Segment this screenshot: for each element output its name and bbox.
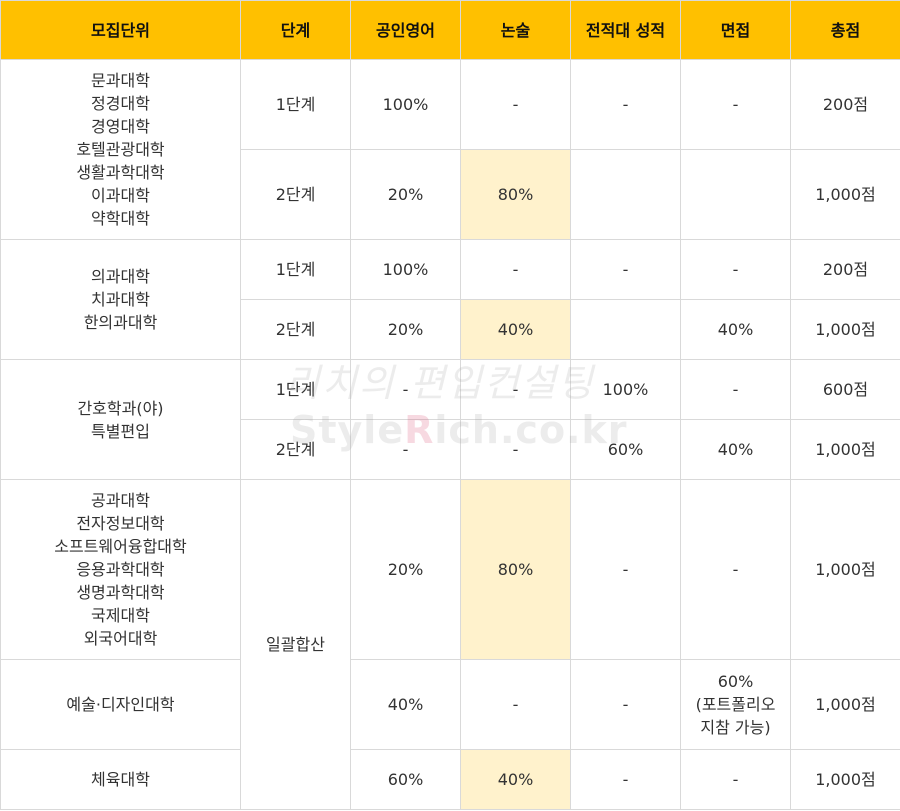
total-cell: 1,000점 <box>790 299 900 360</box>
total-cell: 1,000점 <box>790 419 900 480</box>
header-row: 모집단위 단계 공인영어 논술 전적대 성적 면접 총점 <box>0 0 900 60</box>
stage-cell: 2단계 <box>240 419 351 480</box>
header-english: 공인영어 <box>350 0 461 60</box>
essay-cell: 40% <box>460 749 571 810</box>
gpa-cell: - <box>570 659 681 750</box>
english-cell: 20% <box>350 479 461 660</box>
stage-cell: 1단계 <box>240 59 351 150</box>
total-cell: 200점 <box>790 239 900 300</box>
total-cell: 1,000점 <box>790 659 900 750</box>
total-cell: 1,000점 <box>790 149 900 240</box>
table-row: 문과대학 정경대학 경영대학 호텔관광대학 생활과학대학 이과대학 약학대학 1… <box>0 59 900 240</box>
gpa-cell <box>570 299 681 360</box>
header-total: 총점 <box>790 0 900 60</box>
english-cell: 20% <box>350 149 461 240</box>
unit-cell: 체육대학 <box>0 749 241 810</box>
english-cell: - <box>350 359 461 420</box>
gpa-cell: - <box>570 239 681 300</box>
table-row: 체육대학 60% 40% - - 1,000점 <box>0 749 900 810</box>
header-unit: 모집단위 <box>0 0 241 60</box>
english-cell: 100% <box>350 239 461 300</box>
interview-cell: 40% <box>680 419 791 480</box>
interview-cell <box>680 149 791 240</box>
essay-cell: - <box>460 419 571 480</box>
gpa-cell: - <box>570 59 681 150</box>
unit-cell: 예술·디자인대학 <box>0 659 241 750</box>
total-cell: 600점 <box>790 359 900 420</box>
interview-cell: - <box>680 359 791 420</box>
unit-cell: 공과대학 전자정보대학 소프트웨어융합대학 응용과학대학 생명과학대학 국제대학… <box>0 479 241 660</box>
interview-cell: - <box>680 479 791 660</box>
total-cell: 200점 <box>790 59 900 150</box>
english-cell: 60% <box>350 749 461 810</box>
header-gpa: 전적대 성적 <box>570 0 681 60</box>
interview-cell: 60% (포트폴리오 지참 가능) <box>680 659 791 750</box>
table-row: 예술·디자인대학 40% - - 60% (포트폴리오 지참 가능) 1,000… <box>0 659 900 750</box>
essay-cell: - <box>460 59 571 150</box>
unit-cell: 문과대학 정경대학 경영대학 호텔관광대학 생활과학대학 이과대학 약학대학 <box>0 59 241 240</box>
stage-cell: 1단계 <box>240 239 351 300</box>
essay-cell: - <box>460 659 571 750</box>
total-cell: 1,000점 <box>790 479 900 660</box>
table-row: 간호학과(야) 특별편입 1단계 - - 100% - 600점 <box>0 359 900 480</box>
unit-cell: 간호학과(야) 특별편입 <box>0 359 241 480</box>
essay-cell: - <box>460 239 571 300</box>
interview-cell: - <box>680 59 791 150</box>
english-cell: 100% <box>350 59 461 150</box>
interview-cell: 40% <box>680 299 791 360</box>
header-interview: 면접 <box>680 0 791 60</box>
table-row: 의과대학 치과대학 한의과대학 1단계 100% - - - 200점 <box>0 239 900 360</box>
stage-cell: 2단계 <box>240 299 351 360</box>
interview-cell: - <box>680 239 791 300</box>
gpa-cell: - <box>570 749 681 810</box>
stage-cell-combined: 일괄합산 <box>240 479 351 810</box>
stage-cell: 1단계 <box>240 359 351 420</box>
essay-cell: 80% <box>460 149 571 240</box>
essay-cell: - <box>460 359 571 420</box>
unit-cell: 의과대학 치과대학 한의과대학 <box>0 239 241 360</box>
table-row: 공과대학 전자정보대학 소프트웨어융합대학 응용과학대학 생명과학대학 국제대학… <box>0 479 900 810</box>
gpa-cell <box>570 149 681 240</box>
english-cell: 20% <box>350 299 461 360</box>
essay-cell: 80% <box>460 479 571 660</box>
table-row: 2단계 20% 40% 40% 1,000점 <box>1 299 900 360</box>
interview-cell: - <box>680 749 791 810</box>
table-row: 2단계 20% 80% 1,000점 <box>1 149 900 240</box>
english-cell: - <box>350 419 461 480</box>
gpa-cell: 60% <box>570 419 681 480</box>
stage-cell: 2단계 <box>240 149 351 240</box>
table-row: 2단계 - - 60% 40% 1,000점 <box>1 419 900 480</box>
header-essay: 논술 <box>460 0 571 60</box>
essay-cell: 40% <box>460 299 571 360</box>
english-cell: 40% <box>350 659 461 750</box>
total-cell: 1,000점 <box>790 749 900 810</box>
gpa-cell: - <box>570 479 681 660</box>
gpa-cell: 100% <box>570 359 681 420</box>
header-stage: 단계 <box>240 0 351 60</box>
